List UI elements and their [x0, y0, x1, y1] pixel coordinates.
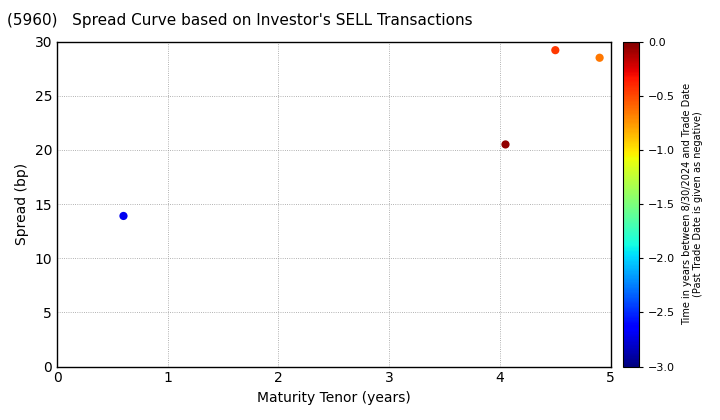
Point — [549, 47, 561, 53]
Text: (5960)   Spread Curve based on Investor's SELL Transactions: (5960) Spread Curve based on Investor's … — [7, 13, 473, 28]
X-axis label: Maturity Tenor (years): Maturity Tenor (years) — [257, 391, 410, 405]
Y-axis label: Spread (bp): Spread (bp) — [15, 163, 29, 245]
Y-axis label: Time in years between 8/30/2024 and Trade Date
(Past Trade Date is given as nega: Time in years between 8/30/2024 and Trad… — [682, 83, 703, 325]
Point — [117, 213, 129, 219]
Point — [594, 55, 606, 61]
Point — [500, 141, 511, 148]
